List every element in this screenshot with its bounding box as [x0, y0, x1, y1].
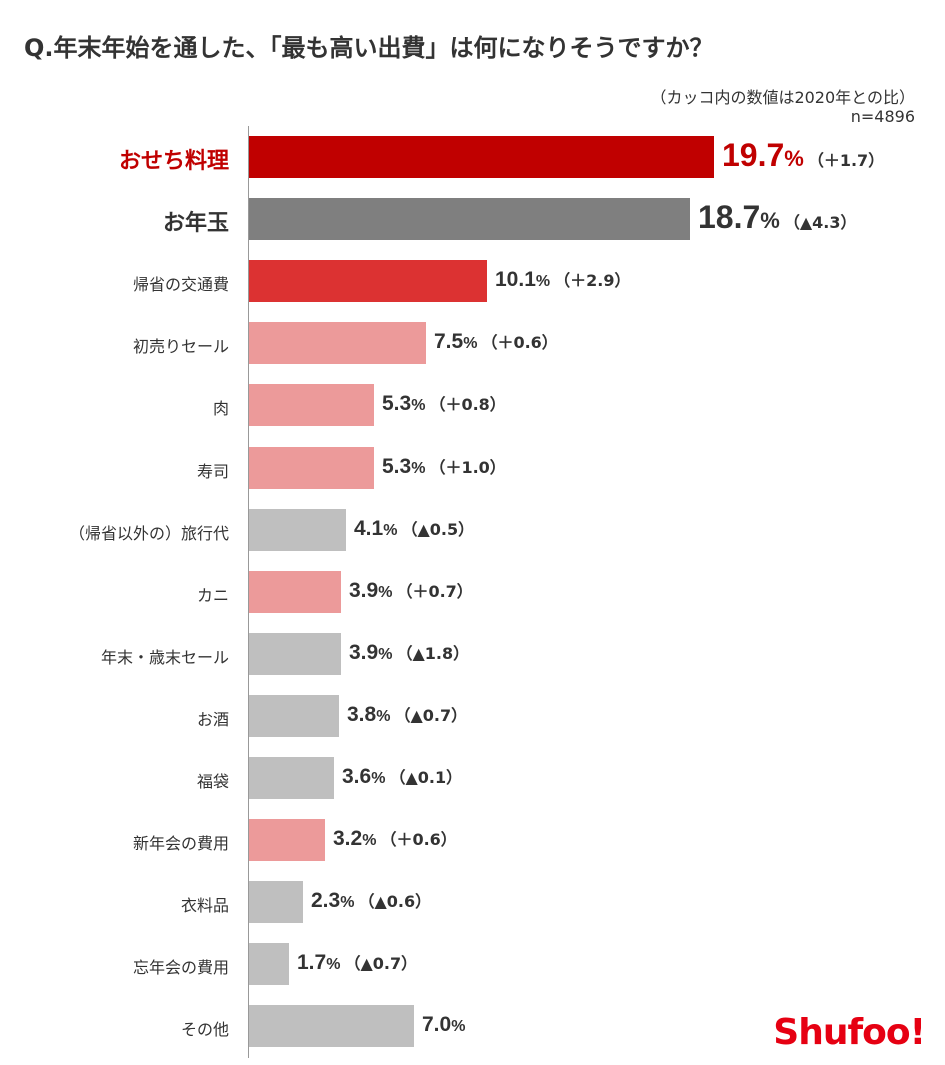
shufoo-logo: Shufoo!	[773, 1012, 926, 1053]
bar	[249, 384, 374, 426]
category-label: 初売りセール	[132, 337, 229, 356]
data-unit: %	[376, 708, 391, 726]
data-label: 3.6% （▲0.1）	[342, 766, 462, 787]
bar	[249, 943, 289, 985]
bar	[249, 757, 334, 799]
bar	[249, 571, 341, 613]
category-label: 年末・歳末セール	[100, 648, 229, 667]
bar	[249, 1005, 414, 1047]
data-label: 4.1% （▲0.5）	[354, 518, 474, 539]
data-unit: %	[326, 956, 341, 974]
data-value: 3.6	[342, 765, 372, 789]
data-unit: %	[362, 832, 377, 850]
data-label: 3.8% （▲0.7）	[347, 704, 467, 725]
data-unit: %	[784, 146, 804, 172]
bar	[249, 198, 690, 240]
category-label: 福袋	[196, 772, 229, 791]
data-label: 18.7% （▲4.3）	[698, 201, 857, 233]
chart-title: Q.年末年始を通した、「最も高い出費」は何になりそうですか？	[24, 34, 714, 62]
category-label: お酒	[196, 710, 229, 729]
data-label: 3.2% （＋0.6）	[333, 828, 457, 849]
category-label: カニ	[196, 586, 229, 605]
bar	[249, 322, 426, 364]
bar	[249, 447, 374, 489]
sample-size: n=4896	[850, 107, 915, 126]
data-value: 7.5	[434, 330, 464, 354]
change-label: （＋0.6）	[380, 830, 457, 850]
data-value: 3.9	[349, 579, 379, 603]
data-label: 5.3% （＋0.8）	[382, 393, 506, 414]
data-unit: %	[411, 397, 426, 415]
comparison-note: （カッコ内の数値は2020年との比）	[650, 88, 915, 107]
change-label: （＋0.6）	[481, 333, 558, 353]
data-unit: %	[378, 646, 393, 664]
bar	[249, 136, 714, 178]
bar	[249, 881, 303, 923]
data-value: 4.1	[354, 517, 384, 541]
category-label: 衣料品	[180, 896, 229, 915]
data-value: 19.7	[722, 137, 785, 174]
data-unit: %	[371, 770, 386, 788]
change-label: （＋2.9）	[554, 271, 631, 291]
data-unit: %	[535, 273, 551, 291]
data-unit: %	[411, 460, 426, 478]
category-label: その他	[180, 1020, 229, 1039]
bar	[249, 260, 487, 302]
data-unit: %	[451, 1018, 466, 1036]
data-label: 7.0%	[422, 1014, 465, 1035]
change-label: （＋0.7）	[396, 582, 473, 602]
data-unit: %	[760, 208, 780, 234]
change-label: （▲0.7）	[394, 706, 468, 726]
change-label: （▲0.6）	[358, 892, 432, 912]
change-label: （▲0.1）	[389, 768, 463, 788]
data-value: 7.0	[422, 1013, 452, 1037]
data-value: 10.1	[495, 268, 536, 292]
data-unit: %	[378, 584, 393, 602]
category-axis-line	[248, 126, 249, 1058]
category-label: お年玉	[162, 211, 229, 236]
data-value: 2.3	[311, 889, 341, 913]
category-label: 忘年会の費用	[132, 958, 229, 977]
change-label: （▲0.7）	[344, 954, 418, 974]
category-label: おせち料理	[118, 149, 229, 174]
data-unit: %	[340, 894, 355, 912]
data-label: 5.3% （＋1.0）	[382, 456, 506, 477]
bar	[249, 633, 341, 675]
data-value: 3.9	[349, 641, 379, 665]
bar	[249, 695, 339, 737]
data-label: 1.7% （▲0.7）	[297, 952, 417, 973]
data-label: 7.5% （＋0.6）	[434, 331, 558, 352]
change-label: （▲4.3）	[783, 213, 857, 233]
change-label: （＋0.8）	[429, 395, 506, 415]
data-label: 3.9% （▲1.8）	[349, 642, 469, 663]
change-label: （▲0.5）	[401, 520, 475, 540]
data-value: 5.3	[382, 392, 412, 416]
data-unit: %	[463, 335, 478, 353]
category-label: （帰省以外の）旅行代	[68, 524, 229, 543]
category-label: 帰省の交通費	[132, 275, 229, 294]
bar	[249, 509, 346, 551]
category-label: 新年会の費用	[132, 834, 229, 853]
data-label: 2.3% （▲0.6）	[311, 890, 431, 911]
data-label: 19.7% （＋1.7）	[722, 139, 884, 171]
change-label: （▲1.8）	[396, 644, 470, 664]
data-value: 1.7	[297, 951, 327, 975]
data-label: 3.9% （＋0.7）	[349, 580, 473, 601]
change-label: （＋1.7）	[807, 151, 885, 171]
data-value: 5.3	[382, 455, 412, 479]
data-value: 3.2	[333, 827, 363, 851]
category-label: 寿司	[196, 462, 229, 481]
data-label: 10.1% （＋2.9）	[495, 269, 630, 290]
change-label: （＋1.0）	[429, 458, 506, 478]
bar	[249, 819, 325, 861]
data-value: 18.7	[698, 199, 761, 236]
data-value: 3.8	[347, 703, 377, 727]
data-unit: %	[383, 522, 398, 540]
category-label: 肉	[212, 399, 229, 418]
